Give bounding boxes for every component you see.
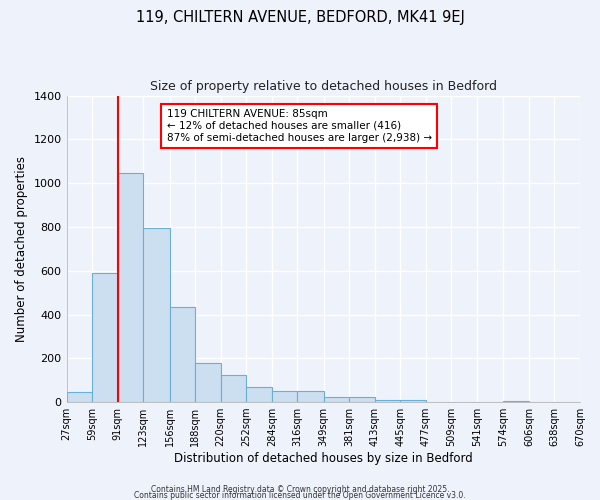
Y-axis label: Number of detached properties: Number of detached properties [15, 156, 28, 342]
Bar [67, 392, 92, 402]
Text: Contains HM Land Registry data © Crown copyright and database right 2025.: Contains HM Land Registry data © Crown c… [151, 484, 449, 494]
Bar [298, 391, 323, 402]
Bar [118, 173, 143, 402]
Bar [323, 396, 349, 402]
Bar [375, 400, 400, 402]
Bar [170, 307, 195, 402]
Bar [246, 387, 272, 402]
Text: 119, CHILTERN AVENUE, BEDFORD, MK41 9EJ: 119, CHILTERN AVENUE, BEDFORD, MK41 9EJ [136, 10, 464, 25]
Bar [221, 376, 246, 402]
Text: 119 CHILTERN AVENUE: 85sqm
← 12% of detached houses are smaller (416)
87% of sem: 119 CHILTERN AVENUE: 85sqm ← 12% of deta… [167, 110, 432, 142]
Bar [143, 228, 170, 402]
Bar [349, 398, 375, 402]
Bar [195, 362, 221, 402]
Text: Contains public sector information licensed under the Open Government Licence v3: Contains public sector information licen… [134, 490, 466, 500]
Bar [503, 401, 529, 402]
Bar [400, 400, 426, 402]
X-axis label: Distribution of detached houses by size in Bedford: Distribution of detached houses by size … [174, 452, 473, 465]
Bar [272, 391, 298, 402]
Bar [92, 273, 118, 402]
Title: Size of property relative to detached houses in Bedford: Size of property relative to detached ho… [150, 80, 497, 93]
